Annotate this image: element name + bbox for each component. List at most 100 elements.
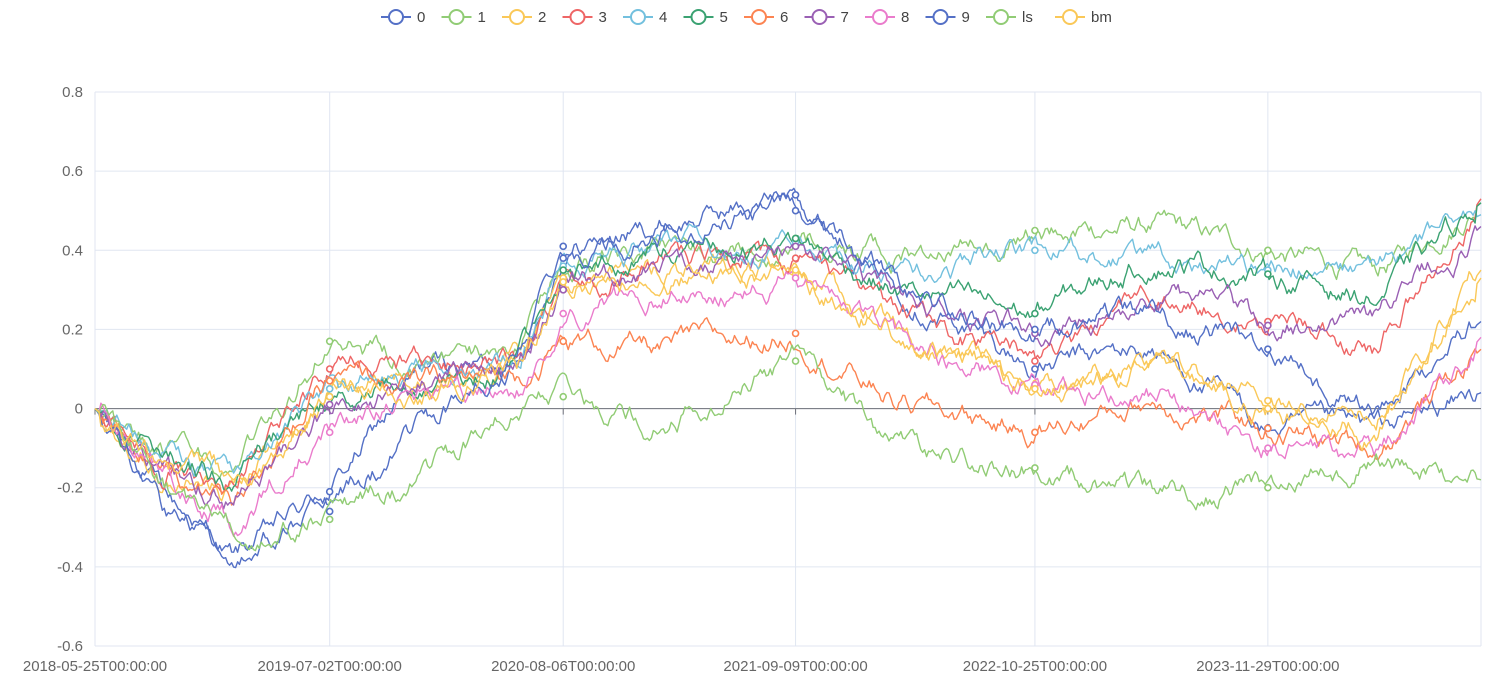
data-point[interactable] bbox=[1031, 428, 1039, 437]
series-line-bm bbox=[94, 262, 1482, 487]
x-tick-label: 2020-08-06T00:00:00 bbox=[491, 658, 635, 675]
series-group bbox=[94, 187, 1482, 569]
series-line-2 bbox=[94, 253, 1482, 502]
legend-swatch-marker bbox=[448, 9, 465, 25]
legend-item-ls[interactable]: ls bbox=[986, 9, 1033, 26]
markers-group bbox=[325, 191, 1272, 524]
data-point[interactable] bbox=[791, 254, 800, 263]
data-point[interactable] bbox=[325, 392, 334, 401]
legend-swatch-marker bbox=[690, 9, 707, 25]
legend-swatch-marker bbox=[1062, 9, 1078, 25]
legend-label: 5 bbox=[720, 9, 728, 26]
data-point[interactable] bbox=[559, 286, 568, 294]
data-point[interactable] bbox=[325, 487, 334, 496]
data-point[interactable] bbox=[1031, 464, 1039, 472]
x-tick-label: 2022-10-25T00:00:00 bbox=[963, 658, 1107, 675]
data-point[interactable] bbox=[325, 515, 334, 524]
data-point[interactable] bbox=[559, 337, 568, 346]
data-point[interactable] bbox=[1031, 226, 1039, 235]
data-point[interactable] bbox=[559, 278, 568, 286]
data-point[interactable] bbox=[325, 507, 334, 516]
data-point[interactable] bbox=[325, 365, 334, 373]
legend-item-4[interactable]: 4 bbox=[623, 9, 667, 26]
legend[interactable]: 0 1 2 3 4 5 6 7 8 9 ls bm bbox=[381, 9, 1112, 26]
y-tick-label: 0.6 bbox=[62, 163, 83, 180]
data-point[interactable] bbox=[1264, 246, 1272, 255]
data-point[interactable] bbox=[1264, 321, 1272, 330]
legend-item-bm[interactable]: bm bbox=[1055, 9, 1112, 26]
data-point[interactable] bbox=[559, 242, 568, 251]
legend-swatch-marker bbox=[932, 9, 949, 25]
data-point[interactable] bbox=[1264, 345, 1272, 354]
legend-item-7[interactable]: 7 bbox=[804, 9, 849, 26]
x-tick-label: 2023-11-29T00:00:00 bbox=[1196, 658, 1339, 675]
data-point[interactable] bbox=[1031, 357, 1039, 365]
legend-swatch-marker bbox=[388, 9, 404, 25]
legend-swatch-marker bbox=[993, 9, 1009, 25]
data-point[interactable] bbox=[791, 357, 800, 365]
data-point[interactable] bbox=[1031, 246, 1039, 255]
y-tick-label: -0.4 bbox=[57, 559, 83, 576]
legend-swatch-marker bbox=[630, 9, 646, 25]
data-point[interactable] bbox=[1264, 424, 1272, 433]
series-line-7 bbox=[94, 225, 1482, 510]
y-tick-label: 0.2 bbox=[62, 321, 83, 338]
data-point[interactable] bbox=[1264, 444, 1272, 452]
legend-item-3[interactable]: 3 bbox=[562, 9, 607, 26]
legend-label: 2 bbox=[538, 9, 546, 26]
data-point[interactable] bbox=[325, 337, 334, 346]
y-tick-label: 0 bbox=[75, 401, 83, 418]
data-point[interactable] bbox=[1264, 396, 1272, 405]
legend-item-1[interactable]: 1 bbox=[441, 9, 486, 26]
data-point[interactable] bbox=[325, 384, 334, 393]
data-point[interactable] bbox=[1264, 404, 1272, 413]
legend-label: ls bbox=[1022, 9, 1033, 26]
data-point[interactable] bbox=[1031, 325, 1039, 334]
legend-swatch-marker bbox=[872, 9, 888, 25]
data-point[interactable] bbox=[1031, 309, 1039, 318]
data-point[interactable] bbox=[1031, 365, 1039, 373]
data-point[interactable] bbox=[325, 377, 334, 385]
legend-item-2[interactable]: 2 bbox=[502, 9, 546, 26]
data-point[interactable] bbox=[791, 274, 800, 282]
data-point[interactable] bbox=[559, 254, 568, 263]
data-point[interactable] bbox=[791, 242, 800, 251]
data-point[interactable] bbox=[559, 309, 568, 318]
data-point[interactable] bbox=[1031, 384, 1039, 393]
data-point[interactable] bbox=[791, 206, 800, 215]
series-line-8 bbox=[94, 270, 1482, 537]
legend-item-8[interactable]: 8 bbox=[865, 9, 909, 26]
data-point[interactable] bbox=[1264, 483, 1272, 492]
data-point[interactable] bbox=[791, 329, 800, 338]
x-tick-label: 2018-05-25T00:00:00 bbox=[23, 658, 167, 675]
data-point[interactable] bbox=[559, 392, 568, 401]
legend-item-0[interactable]: 0 bbox=[381, 9, 425, 26]
legend-item-9[interactable]: 9 bbox=[925, 9, 970, 26]
axes: -0.6 -0.4 -0.2 0 0.2 0.4 0.6 0.8 2018-05-25T00:0… bbox=[23, 84, 1481, 675]
series-line-0 bbox=[94, 190, 1482, 553]
y-tick-label: 0.4 bbox=[62, 242, 83, 259]
legend-swatch-marker bbox=[811, 9, 828, 25]
series-line-1 bbox=[94, 202, 1482, 479]
series-line-9 bbox=[94, 187, 1482, 569]
legend-item-5[interactable]: 5 bbox=[683, 9, 728, 26]
legend-label: 6 bbox=[780, 9, 788, 26]
data-point[interactable] bbox=[791, 266, 800, 274]
legend-swatch-marker bbox=[569, 9, 586, 25]
legend-label: 3 bbox=[599, 9, 607, 26]
data-point[interactable] bbox=[559, 266, 568, 274]
data-point[interactable] bbox=[791, 234, 800, 243]
data-point[interactable] bbox=[1264, 270, 1272, 278]
legend-swatch-marker bbox=[751, 9, 767, 25]
data-point[interactable] bbox=[791, 191, 800, 199]
legend-label: bm bbox=[1091, 9, 1112, 26]
legend-label: 4 bbox=[659, 9, 667, 26]
y-tick-label: -0.2 bbox=[57, 480, 83, 497]
data-point[interactable] bbox=[325, 400, 334, 409]
legend-label: 1 bbox=[478, 9, 486, 26]
legend-item-6[interactable]: 6 bbox=[744, 9, 788, 26]
legend-label: 7 bbox=[841, 9, 849, 26]
data-point[interactable] bbox=[325, 428, 334, 437]
legend-swatch-marker bbox=[509, 9, 525, 25]
